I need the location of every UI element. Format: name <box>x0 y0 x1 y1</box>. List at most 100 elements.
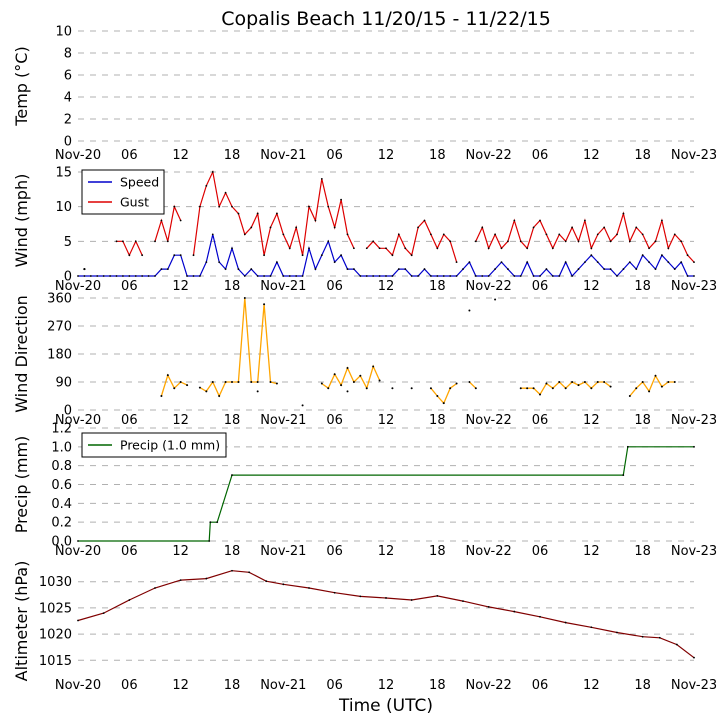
data-point <box>154 240 156 243</box>
direction-point <box>231 381 233 383</box>
x-tick-label: 06 <box>121 413 138 428</box>
data-point <box>654 240 657 243</box>
direction-point <box>609 385 612 388</box>
direction-point <box>211 381 214 383</box>
x-tick-label: Nov-23 <box>671 413 717 428</box>
data-point <box>231 474 233 476</box>
data-point <box>89 275 92 277</box>
data-point <box>661 254 663 257</box>
data-point <box>673 268 676 270</box>
direction-point <box>436 395 439 397</box>
data-point <box>487 605 490 608</box>
direction-point <box>571 381 574 383</box>
y-axis-label: Altimeter (hPa) <box>12 561 31 682</box>
series-line <box>78 234 694 278</box>
data-point <box>243 233 246 236</box>
y-tick-label: 0 <box>64 270 72 285</box>
direction-point <box>442 402 445 405</box>
x-tick-label: Nov-23 <box>671 148 717 163</box>
direction-point <box>333 373 336 376</box>
data-point <box>173 205 176 208</box>
data-point <box>83 268 86 270</box>
data-point <box>667 261 670 264</box>
data-point <box>378 247 381 250</box>
x-tick-label: 18 <box>429 148 446 163</box>
data-point <box>256 275 259 277</box>
data-point <box>436 275 439 277</box>
data-point <box>609 240 612 243</box>
data-point <box>658 636 661 639</box>
data-point <box>468 261 471 264</box>
data-point <box>378 275 381 277</box>
data-point <box>673 233 676 236</box>
x-tick-label: 06 <box>326 413 343 428</box>
data-point <box>423 268 426 270</box>
y-tick-label: 5 <box>64 235 72 250</box>
direction-point <box>179 381 182 383</box>
x-tick-label: 12 <box>172 279 189 294</box>
x-tick-label: 06 <box>532 544 549 559</box>
data-point <box>442 233 445 236</box>
data-point <box>166 240 169 243</box>
x-tick-label: 18 <box>429 678 446 693</box>
direction-point <box>256 381 259 383</box>
direction-point <box>218 395 221 397</box>
x-tick-label: 12 <box>378 544 395 559</box>
x-tick-label: 06 <box>532 148 549 163</box>
data-point <box>539 615 541 618</box>
data-point <box>359 595 362 598</box>
direction-point <box>468 309 471 312</box>
direction-point <box>648 390 651 393</box>
data-point <box>513 275 516 277</box>
data-point <box>526 261 529 264</box>
series-line <box>192 169 355 256</box>
data-point <box>205 261 208 264</box>
x-tick-label: 12 <box>378 413 395 428</box>
x-tick-label: 06 <box>121 279 138 294</box>
y-tick-label: 0.8 <box>51 459 72 474</box>
data-point <box>545 268 548 270</box>
data-point <box>115 240 118 243</box>
data-point <box>539 275 541 277</box>
data-point <box>404 247 407 250</box>
data-point <box>622 474 625 476</box>
data-point <box>243 275 246 277</box>
x-tick-label: 12 <box>172 413 189 428</box>
x-tick-label: 18 <box>634 148 651 163</box>
data-point <box>96 275 99 277</box>
data-point <box>263 275 265 277</box>
x-tick-label: 12 <box>172 148 189 163</box>
direction-line <box>430 383 457 405</box>
direction-point <box>596 381 599 383</box>
data-point <box>173 254 176 257</box>
x-tick-label: Nov-20 <box>55 279 101 294</box>
data-point <box>248 571 251 574</box>
direction-point <box>551 387 554 390</box>
data-point <box>237 212 240 215</box>
direction-point <box>256 390 259 393</box>
direction-point <box>410 387 413 390</box>
direction-point <box>603 381 606 383</box>
direction-point <box>519 387 522 390</box>
x-tick-label: Nov-23 <box>671 279 717 294</box>
x-tick-label: 06 <box>121 544 138 559</box>
data-point <box>494 268 496 270</box>
data-point <box>641 233 644 236</box>
data-point <box>333 261 336 264</box>
data-point <box>218 261 221 264</box>
data-point <box>532 226 535 229</box>
data-point <box>263 254 265 257</box>
data-point <box>507 268 509 270</box>
x-tick-label: 18 <box>224 544 241 559</box>
direction-point <box>660 385 663 388</box>
legend-label: Precip (1.0 mm) <box>120 438 220 453</box>
data-point <box>372 240 375 243</box>
data-point <box>474 275 477 277</box>
data-point <box>462 268 464 270</box>
y-tick-label: 90 <box>55 376 72 391</box>
direction-line <box>160 373 188 397</box>
direction-point <box>160 395 163 397</box>
direction-point <box>564 387 567 390</box>
data-point <box>654 268 657 270</box>
data-point <box>231 247 233 250</box>
